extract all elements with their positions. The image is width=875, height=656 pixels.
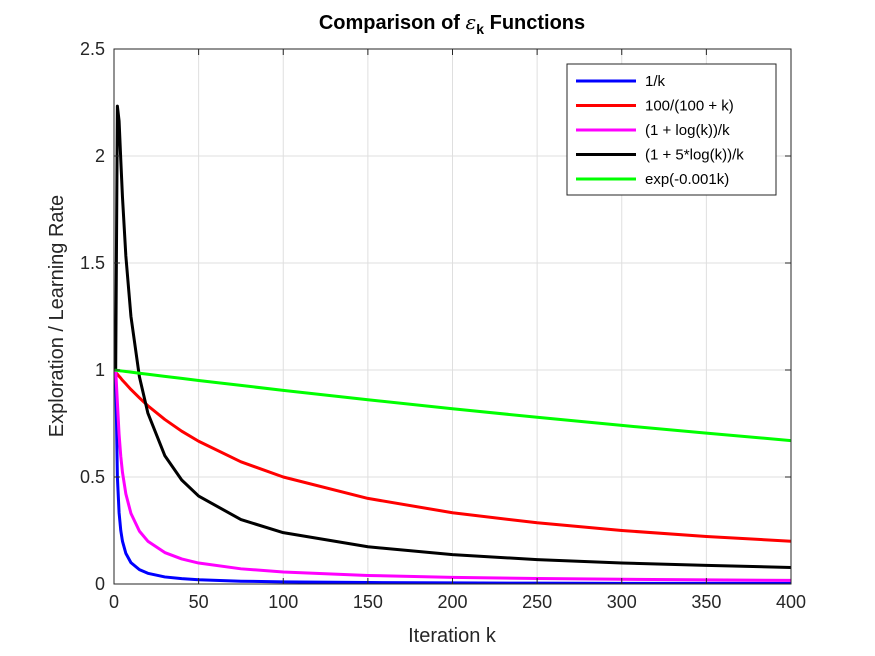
y-axis-label: Exploration / Learning Rate	[46, 195, 68, 437]
series-line-3	[114, 368, 791, 582]
chart-title: Comparison of εk Functions	[319, 10, 585, 37]
legend-label: exp(-0.001k)	[645, 171, 729, 188]
x-tick-label: 100	[268, 592, 298, 612]
axis-ticks: 0 50 100 150 200 250 300 350 400 0 0.5 1 1.5 2 2.5	[80, 39, 806, 612]
series-lines	[114, 104, 791, 584]
series-line-4	[114, 104, 791, 570]
x-tick-label: 150	[353, 592, 383, 612]
chart-title-prefix: Comparison of	[319, 12, 466, 34]
legend-label: 100/(100 + k)	[645, 98, 734, 115]
y-tick-label: 1	[95, 360, 105, 380]
x-tick-label: 300	[607, 592, 637, 612]
chart-title-suffix: Functions	[484, 12, 585, 34]
x-tick-label: 200	[437, 592, 467, 612]
x-tick-label: 0	[109, 592, 119, 612]
y-tick-label: 2.5	[80, 39, 105, 59]
x-tick-label: 350	[691, 592, 721, 612]
series-line-5	[114, 368, 791, 443]
y-tick-label: 0.5	[80, 467, 105, 487]
chart-title-subscript: k	[476, 21, 484, 37]
x-axis-label: Iteration k	[408, 625, 497, 647]
x-tick-label: 250	[522, 592, 552, 612]
series-line-1	[114, 368, 791, 584]
y-tick-label: 0	[95, 574, 105, 594]
legend-label: (1 + log(k))/k	[645, 122, 730, 139]
y-tick-label: 2	[95, 146, 105, 166]
series-line-2	[114, 370, 791, 543]
legend-label: 1/k	[645, 73, 666, 90]
chart-title-symbol: ε	[466, 10, 477, 34]
x-tick-label: 50	[189, 592, 209, 612]
legend: 1/k 100/(100 + k) (1 + log(k))/k (1 + 5*log…	[566, 63, 777, 196]
x-tick-label: 400	[776, 592, 806, 612]
legend-label: (1 + 5*log(k))/k	[645, 147, 744, 164]
y-tick-label: 1.5	[80, 253, 105, 273]
